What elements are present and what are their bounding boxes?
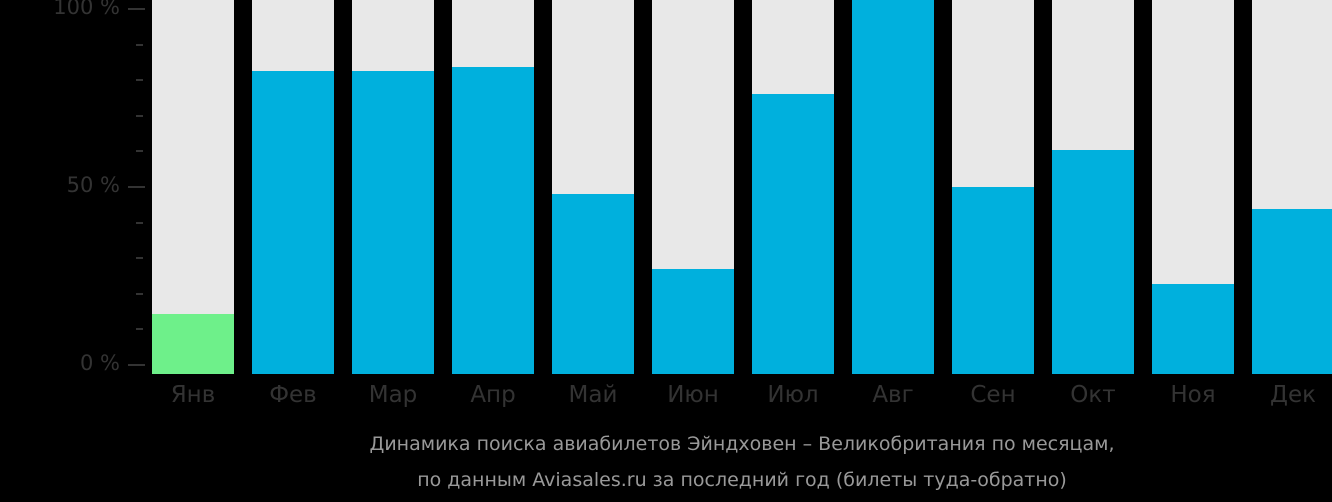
y-tick-label: 0 % bbox=[80, 351, 120, 375]
x-tick-label: Апр bbox=[470, 382, 516, 408]
major-tick bbox=[128, 364, 145, 366]
bar-fill bbox=[1252, 209, 1332, 374]
bar-fill bbox=[352, 71, 434, 374]
x-tick-label: Сен bbox=[970, 382, 1016, 408]
bar-fill bbox=[852, 0, 934, 374]
minor-tick bbox=[136, 257, 143, 259]
x-tick-label: Ноя bbox=[1170, 382, 1216, 408]
minor-tick bbox=[136, 150, 143, 152]
y-tick-label: 50 % bbox=[66, 173, 120, 197]
bar-3 bbox=[352, 0, 434, 374]
minor-tick bbox=[136, 222, 143, 224]
major-tick bbox=[128, 8, 145, 10]
bar-8 bbox=[852, 0, 934, 374]
bar-fill bbox=[1052, 149, 1134, 374]
bar-12 bbox=[1252, 0, 1332, 374]
y-tick-label: 100 % bbox=[53, 0, 120, 19]
x-tick-label: Дек bbox=[1269, 382, 1316, 408]
x-tick-label: Июн bbox=[667, 382, 719, 408]
minor-tick bbox=[136, 79, 143, 81]
x-tick-label: Янв bbox=[170, 382, 216, 408]
bar-fill bbox=[952, 187, 1034, 374]
minor-tick bbox=[136, 44, 143, 46]
bar-1 bbox=[152, 0, 234, 374]
minor-tick bbox=[136, 328, 143, 330]
bar-2 bbox=[252, 0, 334, 374]
bar-fill bbox=[252, 71, 334, 374]
minor-tick bbox=[136, 293, 143, 295]
chart-title: Динамика поиска авиабилетов Эйндховен – … bbox=[369, 433, 1115, 455]
x-tick-label: Мар bbox=[368, 382, 418, 408]
x-tick-label: Май bbox=[568, 382, 618, 408]
bar-7 bbox=[752, 0, 834, 374]
bar-fill bbox=[152, 314, 234, 374]
x-tick-label: Фев bbox=[269, 382, 317, 408]
major-tick bbox=[128, 186, 145, 188]
bar-11 bbox=[1152, 0, 1234, 374]
bar-5 bbox=[552, 0, 634, 374]
bar-9 bbox=[952, 0, 1034, 374]
bar-fill bbox=[1152, 284, 1234, 374]
bar-fill bbox=[552, 194, 634, 374]
bar-fill bbox=[452, 67, 534, 374]
bar-4 bbox=[452, 0, 534, 374]
bar-6 bbox=[652, 0, 734, 374]
chart-subtitle: по данным Aviasales.ru за последний год … bbox=[417, 469, 1067, 491]
x-tick-label: Авг bbox=[872, 382, 914, 408]
x-tick-label: Окт bbox=[1070, 382, 1116, 408]
bar-10 bbox=[1052, 0, 1134, 374]
bar-fill bbox=[752, 93, 834, 374]
bar-fill bbox=[652, 269, 734, 374]
x-tick-label: Июл bbox=[767, 382, 819, 408]
minor-tick bbox=[136, 115, 143, 117]
